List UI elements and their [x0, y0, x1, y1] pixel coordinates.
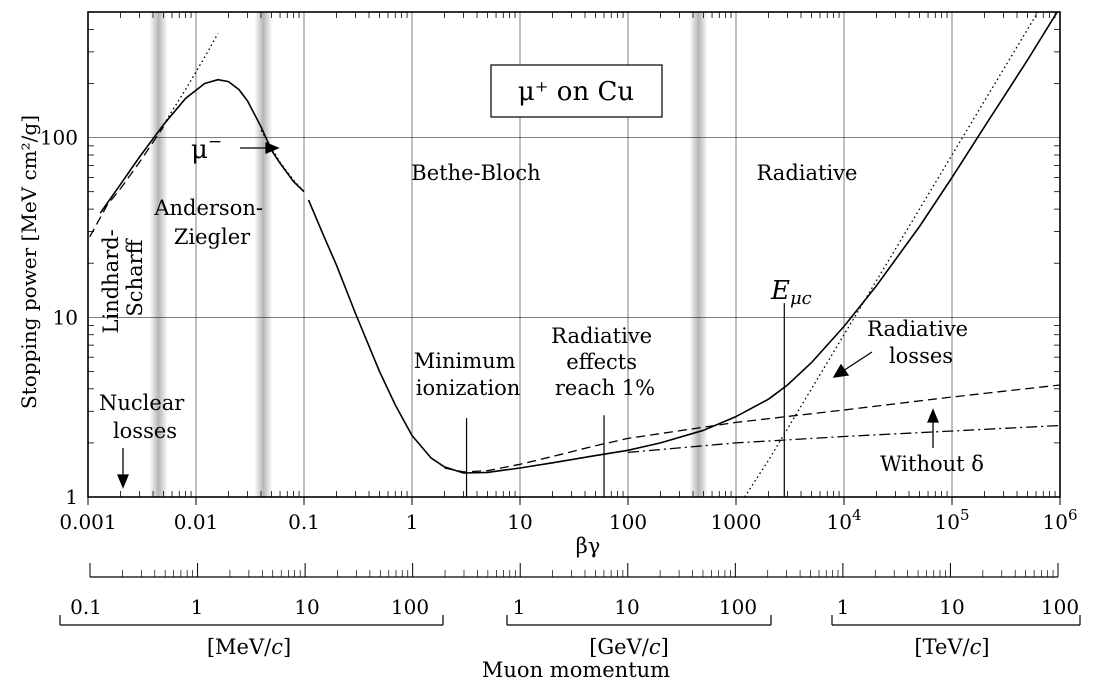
momentum-tick-label: 10 — [939, 595, 964, 619]
shaded-bands — [149, 12, 708, 497]
momentum-tick-label: 100 — [391, 595, 429, 619]
y-tick-label: 100 — [40, 126, 78, 150]
momentum-tick-label: 0.1 — [70, 595, 102, 619]
lindhard-label: Lindhard- Scharff — [99, 223, 147, 334]
bethe-bloch-label: Bethe-Bloch — [411, 161, 540, 185]
x-tick-label: 106 — [1043, 506, 1078, 534]
momentum-axis-label: Muon momentum — [482, 658, 670, 682]
series-solid-line — [99, 78, 305, 214]
anderson-ziegler-label: Anderson- Ziegler — [153, 196, 269, 249]
x-tick-label: 0.01 — [174, 510, 219, 534]
radiative-losses-arrowhead — [832, 363, 850, 378]
x-tick-label: 104 — [827, 506, 862, 534]
nuclear-arrowhead — [117, 474, 129, 489]
nuclear-losses-label: Nuclear losses — [99, 391, 191, 443]
series-dashdot-line — [627, 424, 1060, 454]
series-dashed-line — [444, 384, 1060, 473]
annotation-arrows — [117, 142, 939, 489]
radiative-effects-label: Radiative effects reach 1% — [551, 324, 659, 400]
title-box — [490, 64, 663, 118]
shaded-band — [149, 12, 168, 497]
momentum-tick-label: 1 — [513, 595, 526, 619]
x-tick-label: 0.001 — [59, 510, 116, 534]
momentum-unit-label: [MeV/c] — [207, 635, 291, 659]
momentum-scale-ticks — [89, 563, 1059, 577]
series-solid-line — [307, 12, 1059, 474]
marker-lines — [465, 303, 785, 497]
curves — [88, 12, 1060, 497]
x-tick-label: 10 — [507, 510, 532, 534]
plot-frame — [87, 11, 1061, 498]
without-delta-label: Without δ — [880, 452, 984, 476]
x-tick-label: 100 — [609, 510, 647, 534]
y-ticks: 1 10 100 — [40, 29, 1060, 509]
momentum-tick-label: 1 — [191, 595, 204, 619]
chart-title: μ⁺ on Cu — [518, 77, 634, 107]
momentum-tick-label: 10 — [294, 595, 319, 619]
radiative-losses-label: Radiative losses — [867, 317, 975, 368]
radiative-losses-arrow — [842, 351, 873, 372]
without-delta-arrowhead — [927, 408, 939, 423]
momentum-unit-label: [GeV/c] — [589, 635, 669, 659]
series-dotted-line — [744, 12, 1039, 497]
momentum-tick-label: 10 — [614, 595, 639, 619]
shaded-band — [689, 12, 708, 497]
y-tick-label: 1 — [65, 485, 78, 509]
momentum-groups: 0.1 1 10 100[MeV/c]1 10 100[GeV/c]1 10 100[TeV/… — [59, 595, 1081, 659]
series-dashed-line — [88, 126, 165, 242]
x-tick-label: 105 — [935, 506, 970, 534]
series-dotted-line — [260, 129, 305, 193]
x-tick-label: 1 — [406, 510, 419, 534]
x-tick-label: 0.1 — [288, 510, 320, 534]
y-tick-label: 10 — [53, 305, 78, 329]
mu-minus-arrowhead — [265, 142, 280, 154]
x-ticks: 0.001 0.01 0.1 1 10 100 1000 104 105 106 — [59, 12, 1078, 534]
x-axis-label: βγ — [576, 534, 601, 558]
e-muc-label: Eμc — [770, 276, 812, 309]
shaded-band — [254, 12, 273, 497]
mu-minus-label: μ− — [191, 132, 222, 165]
x-tick-label: 1000 — [711, 510, 762, 534]
series-dotted-line — [162, 33, 219, 126]
y-axis-label: Stopping power [MeV cm²/g] — [17, 115, 41, 409]
momentum-tick-label: 100 — [719, 595, 757, 619]
momentum-unit-label: [TeV/c] — [914, 635, 989, 659]
momentum-tick-label: 100 — [1041, 595, 1079, 619]
momentum-tick-label: 1 — [837, 595, 850, 619]
minimum-ionization-label: Minimum ionization — [414, 349, 523, 400]
radiative-region-label: Radiative — [757, 161, 858, 185]
